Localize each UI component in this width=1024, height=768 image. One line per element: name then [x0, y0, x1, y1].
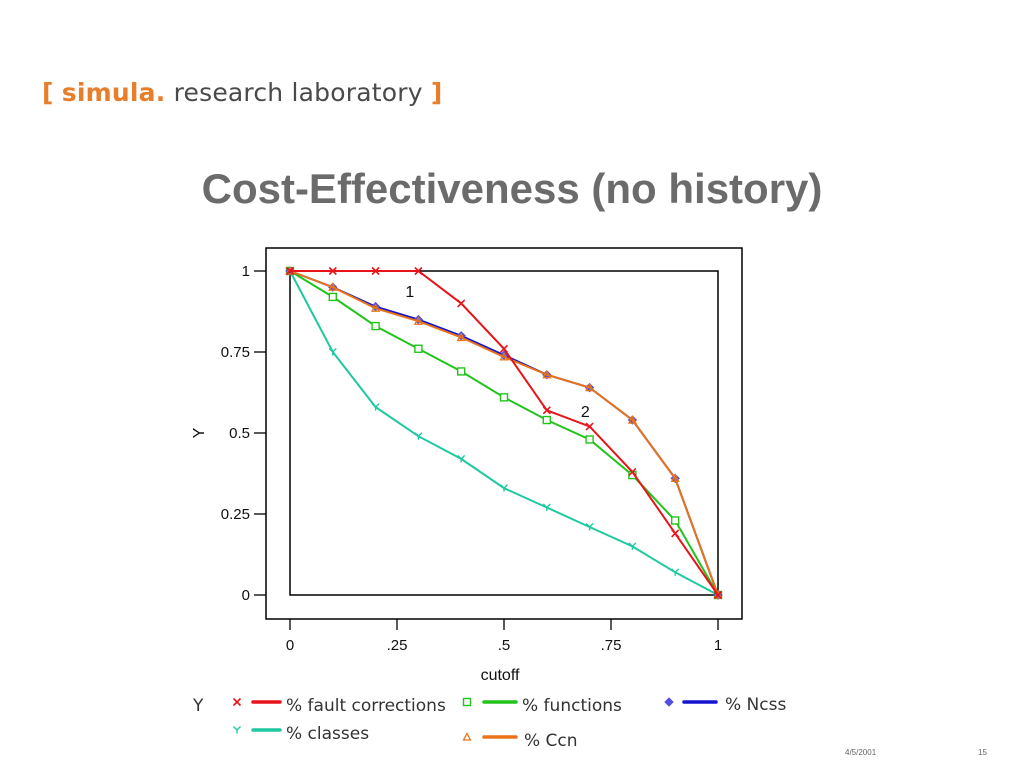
data-point	[671, 568, 680, 576]
y-axis-label: Y	[191, 427, 208, 438]
legend-marker	[462, 732, 472, 741]
x-tick-label: .75	[601, 637, 622, 654]
plot-inner-box	[289, 270, 719, 596]
data-point	[627, 415, 637, 424]
legend-item: % Ncss	[664, 695, 786, 715]
legend-marker	[462, 697, 472, 707]
series-line	[289, 270, 719, 596]
logo-dot: .	[155, 78, 166, 107]
x-tick-label: .25	[387, 637, 408, 654]
data-point	[500, 484, 508, 492]
logo-open-bracket: [	[42, 78, 54, 107]
x-tick-label: .5	[498, 637, 511, 654]
data-point	[371, 321, 380, 331]
data-point	[499, 351, 509, 361]
data-point	[585, 382, 595, 392]
slide-date: 4/5/2001	[845, 748, 877, 757]
chart-annotation: 1	[405, 284, 414, 301]
legend-item: % classes	[233, 724, 369, 744]
data-point	[670, 473, 680, 483]
data-point	[542, 503, 551, 512]
legend-title: Y	[192, 696, 204, 716]
y-tick-label: 0	[242, 587, 250, 604]
y-tick-label: 0.75	[221, 344, 250, 361]
legend-label: % classes	[286, 724, 369, 744]
series-line	[289, 270, 719, 596]
y-tick-label: 1	[242, 263, 250, 280]
data-point	[671, 529, 680, 538]
data-point	[413, 316, 423, 325]
x-axis-label: cutoff	[481, 667, 520, 684]
legend-label: % Ncss	[725, 695, 786, 715]
series-2	[285, 266, 723, 600]
data-point	[456, 332, 466, 342]
y-tick-label: 0.25	[221, 506, 250, 523]
data-point	[499, 393, 509, 402]
series-3	[286, 267, 722, 599]
data-point	[542, 406, 551, 415]
data-point	[414, 344, 423, 353]
data-point	[371, 266, 380, 276]
legend-label: % Ccn	[524, 731, 578, 751]
data-point	[713, 590, 723, 600]
data-point	[328, 348, 337, 356]
logo-rest: research laboratory	[173, 78, 423, 107]
data-point	[371, 303, 381, 312]
legend-marker	[232, 697, 242, 707]
chart-annotation: 2	[581, 404, 590, 421]
series-0	[285, 266, 723, 600]
data-point	[585, 435, 594, 444]
data-point	[285, 266, 295, 276]
data-point	[328, 266, 337, 276]
legend-item: % functions	[462, 696, 622, 716]
data-point	[713, 590, 723, 599]
slide-page-number: 15	[978, 748, 987, 757]
lab-logo: [ simula. research laboratory ]	[42, 78, 443, 107]
legend-label: % fault corrections	[286, 696, 446, 716]
data-point	[542, 369, 552, 379]
legend-label: % functions	[522, 696, 622, 716]
plot-frame	[265, 247, 743, 620]
series-line	[289, 270, 719, 596]
data-point	[457, 454, 466, 463]
data-point	[499, 344, 509, 353]
data-point	[328, 282, 338, 291]
x-tick-label: 0	[286, 637, 294, 654]
legend-item: % fault corrections	[232, 696, 446, 716]
series-line	[290, 270, 719, 596]
data-point	[585, 522, 594, 531]
data-point	[671, 516, 680, 525]
legend-marker	[233, 726, 241, 734]
series-line	[289, 270, 719, 596]
data-point	[585, 422, 594, 431]
slide-title: Cost-Effectiveness (no history)	[201, 165, 823, 212]
series-4	[285, 266, 723, 599]
data-point	[542, 415, 551, 425]
data-point	[371, 403, 380, 411]
x-tick-label: 1	[714, 637, 722, 654]
data-point	[414, 266, 423, 276]
legend-item: % Ccn	[462, 731, 578, 751]
data-point	[457, 299, 466, 308]
data-point	[457, 367, 466, 376]
y-tick-label: 0.5	[229, 425, 250, 442]
data-point	[628, 467, 637, 476]
logo-simula: simula	[61, 78, 156, 107]
legend-marker	[664, 697, 674, 707]
series-1	[285, 266, 723, 600]
data-point	[414, 432, 423, 440]
data-point	[628, 542, 637, 550]
logo-close-bracket: ]	[430, 78, 443, 107]
data-point	[328, 292, 337, 302]
